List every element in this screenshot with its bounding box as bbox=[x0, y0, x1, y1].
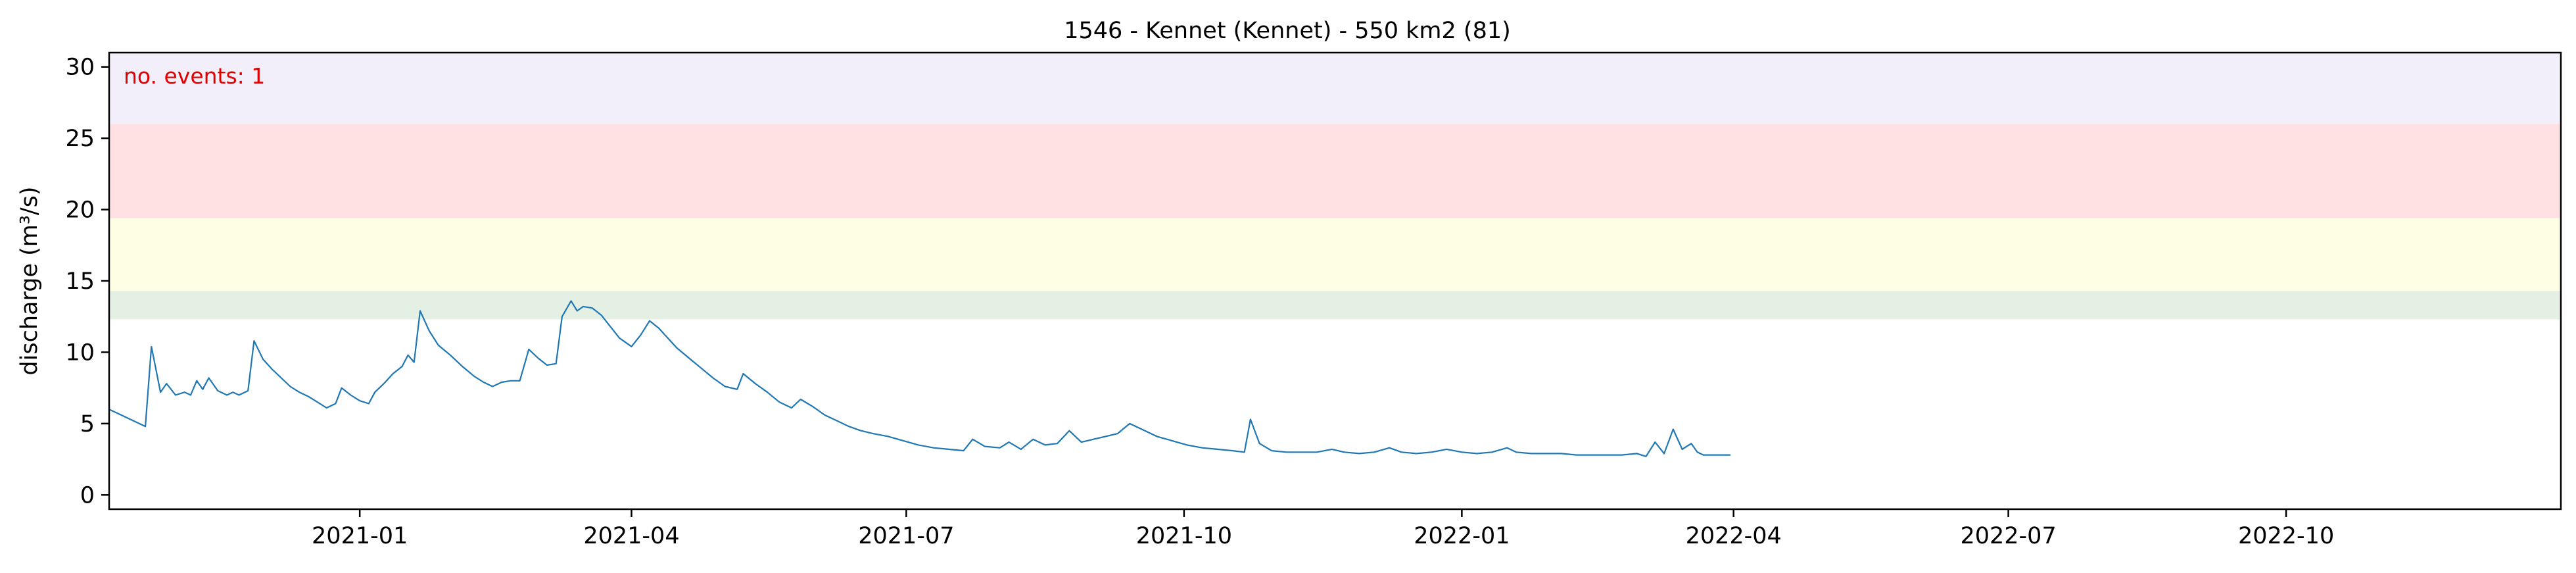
x-tick-label-2022-10: 2022-10 bbox=[2238, 523, 2334, 549]
y-tick-label-5: 5 bbox=[80, 411, 95, 437]
y-axis-label: discharge (m³/s) bbox=[16, 186, 43, 375]
x-tick-label-2022-01: 2022-01 bbox=[1414, 523, 1510, 549]
x-tick-label-2021-04: 2021-04 bbox=[583, 523, 679, 549]
y-tick-label-15: 15 bbox=[65, 268, 95, 295]
chart-title: 1546 - Kennet (Kennet) - 550 km2 (81) bbox=[1064, 18, 1511, 44]
x-tick-label-2022-04: 2022-04 bbox=[1686, 523, 1782, 549]
threshold-band-2 bbox=[109, 124, 2561, 218]
y-tick-label-25: 25 bbox=[65, 126, 95, 152]
y-tick-label-20: 20 bbox=[65, 197, 95, 224]
threshold-band-1 bbox=[109, 218, 2561, 291]
events-annotation: no. events: 1 bbox=[124, 63, 265, 89]
y-tick-label-0: 0 bbox=[80, 482, 95, 509]
threshold-bands bbox=[109, 53, 2561, 320]
y-tick-label-10: 10 bbox=[65, 339, 95, 366]
x-tick-label-2021-10: 2021-10 bbox=[1136, 523, 1232, 549]
series-layer bbox=[108, 300, 1731, 457]
series-line-0 bbox=[108, 300, 1731, 457]
x-tick-label-2021-07: 2021-07 bbox=[858, 523, 954, 549]
x-tick-label-2021-01: 2021-01 bbox=[312, 523, 408, 549]
x-axis: 2021-01 2021-04 2021-07 2021-10 2022-01 2022-… bbox=[312, 509, 2334, 549]
y-tick-label-30: 30 bbox=[65, 55, 95, 81]
y-axis: 0 5 10 15 20 25 30 bbox=[65, 55, 109, 509]
threshold-band-3 bbox=[109, 53, 2561, 124]
threshold-band-0 bbox=[109, 291, 2561, 320]
x-tick-label-2022-07: 2022-07 bbox=[1960, 523, 2056, 549]
